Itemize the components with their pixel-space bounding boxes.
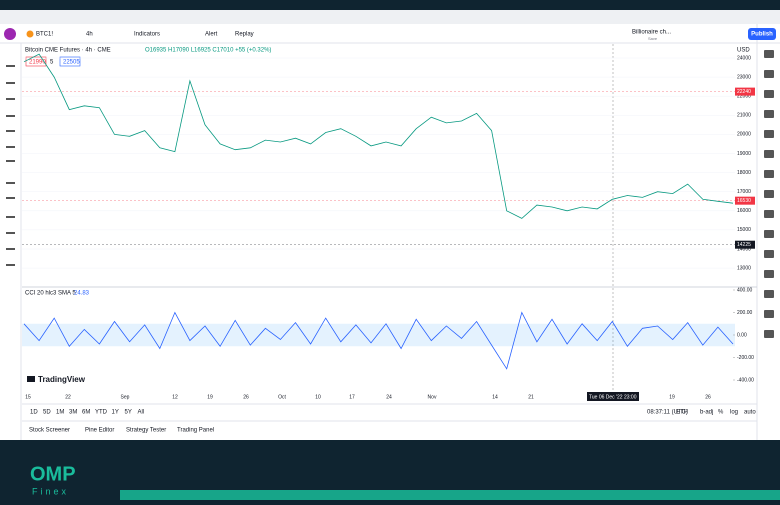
- tab[interactable]: Trading Panel: [177, 428, 214, 434]
- range-button[interactable]: 5Y: [125, 410, 132, 416]
- x-tick-label: 19: [207, 394, 213, 400]
- price-tick-label: 19000: [737, 151, 751, 157]
- app: [0, 10, 780, 440]
- session[interactable]: ETH: [676, 410, 688, 416]
- range-button[interactable]: 1D: [30, 410, 38, 416]
- price-label-box: [735, 87, 755, 96]
- price-tick-label: 16000: [737, 208, 751, 214]
- legend-title: Bitcoin CME Futures · 4h · CME: [25, 48, 111, 54]
- price-tick-label: 20000: [737, 132, 751, 138]
- layout-name[interactable]: Billionaire ch...: [632, 30, 671, 36]
- price-line-series: [23, 53, 734, 219]
- tab[interactable]: Strategy Tester: [126, 428, 166, 434]
- x-tick-label: 24: [386, 394, 392, 400]
- cci-tick-label: 400.00: [737, 287, 753, 293]
- cci-tick-label: 0.00: [737, 332, 747, 338]
- symbol-icon: [26, 30, 34, 38]
- alert[interactable]: Alert: [205, 32, 218, 38]
- x-tick-label: 19: [669, 394, 675, 400]
- cci-value: 24.83: [74, 291, 90, 297]
- ohlc: O16935 H17090 L16925 C17010 +55 (+0.32%): [145, 48, 271, 54]
- cci-tick-label: 200.00: [737, 310, 753, 316]
- price-tick-label: 17000: [737, 189, 751, 195]
- right-tools: [764, 50, 774, 338]
- time: 08:37:11 (UTC): [647, 410, 688, 416]
- price-tick-label: 22000: [737, 94, 751, 100]
- save[interactable]: Save: [648, 36, 658, 41]
- avatar[interactable]: [4, 28, 16, 40]
- x-tick-label: 10: [315, 394, 321, 400]
- price-tick-label: 15000: [737, 227, 751, 233]
- replay[interactable]: Replay: [235, 32, 254, 38]
- crosshair-box: [587, 392, 639, 401]
- x-tick-label: Oct: [278, 394, 286, 400]
- publish-button[interactable]: [748, 28, 776, 40]
- price-tick-label: 18000: [737, 170, 751, 176]
- bid: 21990: [29, 60, 46, 66]
- footer-bar: [120, 490, 780, 500]
- cci-title: CCI 20 hlc3 SMA 5: [25, 291, 76, 297]
- range-button[interactable]: 3M: [69, 410, 77, 416]
- x-tick-label: Nov: [428, 394, 437, 400]
- x-tick-label: 26: [705, 394, 711, 400]
- price-label-box: [735, 196, 755, 205]
- range-button[interactable]: 6M: [82, 410, 90, 416]
- ask: 22505: [63, 60, 80, 66]
- log[interactable]: log: [730, 410, 738, 416]
- indicators[interactable]: Indicators: [134, 32, 160, 38]
- auto[interactable]: auto: [744, 410, 756, 416]
- x-tick-label: 17: [349, 394, 355, 400]
- bid-box: [25, 56, 47, 67]
- interval[interactable]: 4h: [86, 32, 93, 38]
- symbol[interactable]: BTC1!: [36, 32, 53, 38]
- tab[interactable]: Pine Editor: [85, 428, 114, 434]
- price-tick-label: 13000: [737, 265, 751, 271]
- x-tick-label: 14: [492, 394, 498, 400]
- brand: TradingView: [38, 375, 86, 384]
- adj[interactable]: b-adj: [700, 410, 713, 416]
- tab[interactable]: Stock Screener: [29, 428, 70, 434]
- crosshair-date: Tue 06 Dec '22 23:00: [589, 394, 637, 400]
- range-button[interactable]: All: [138, 410, 145, 416]
- cci-line: [23, 311, 734, 370]
- spread: 5: [50, 60, 54, 66]
- percent[interactable]: %: [718, 410, 724, 416]
- range-button[interactable]: 5D: [43, 410, 51, 416]
- ask-box: [59, 56, 81, 67]
- range-button[interactable]: 1Y: [112, 410, 119, 416]
- price-label: 16530: [737, 198, 751, 204]
- publish[interactable]: Publish: [751, 32, 773, 38]
- price-label: 14225: [737, 242, 751, 248]
- price-tick-label: 14000: [737, 246, 751, 252]
- logo: OMP: [30, 463, 76, 485]
- x-tick-label: 26: [243, 394, 249, 400]
- browser-bar: [0, 10, 780, 24]
- logo-sub: Finex: [32, 486, 69, 496]
- left-tools: [6, 65, 15, 266]
- brand-logo: [27, 376, 35, 382]
- x-tick-label: Sep: [121, 394, 130, 400]
- currency: USD: [737, 48, 750, 54]
- range-button[interactable]: YTD: [95, 410, 108, 416]
- price-tick-label: 24000: [737, 55, 751, 61]
- x-tick-label: 12: [172, 394, 178, 400]
- x-tick-label: 15: [25, 394, 31, 400]
- range-button[interactable]: 1M: [56, 410, 64, 416]
- cci-tick-label: -400.00: [737, 377, 754, 383]
- price-tick-label: 23000: [737, 74, 751, 80]
- cci-band: [22, 323, 735, 347]
- price-tick-label: 21000: [737, 113, 751, 119]
- cci-tick-label: -200.00: [737, 355, 754, 361]
- price-label-box: [735, 240, 755, 249]
- x-tick-label: 22: [65, 394, 71, 400]
- price-label: 22240: [737, 89, 751, 95]
- x-tick-label: 21: [528, 394, 534, 400]
